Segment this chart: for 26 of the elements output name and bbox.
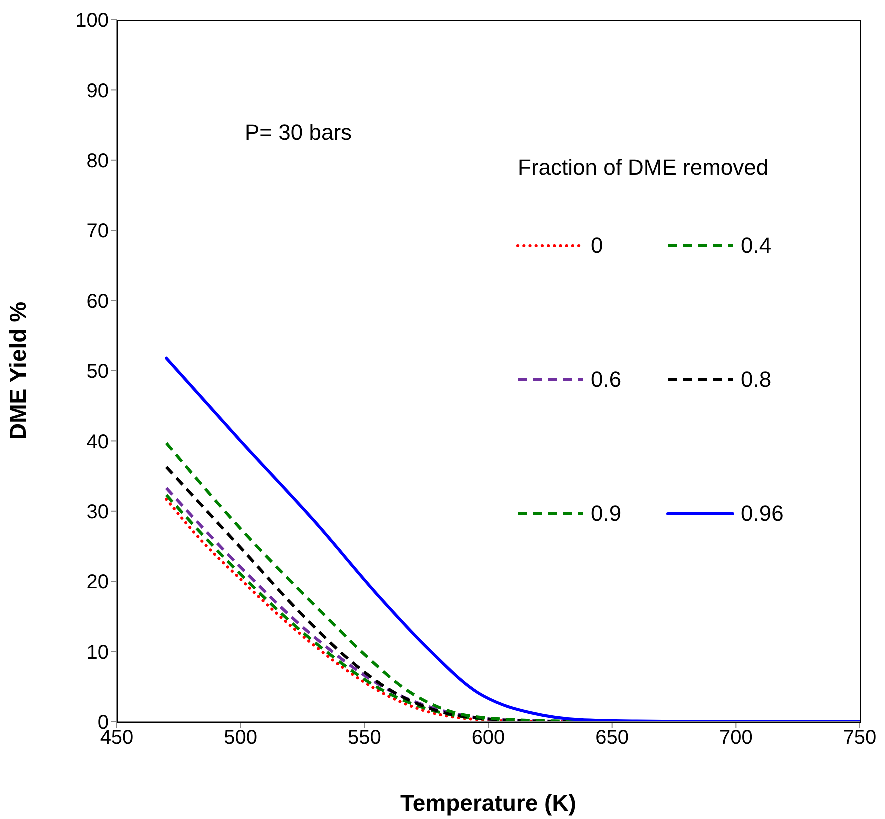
legend-title: Fraction of DME removed [518, 155, 770, 181]
x-tick-label: 500 [224, 727, 258, 750]
y-axis-title: DME Yield % [5, 302, 32, 440]
y-tick-label: 70 [86, 220, 109, 243]
y-tick-label: 40 [86, 431, 109, 454]
x-tick-label: 550 [348, 727, 382, 750]
x-tick-label: 700 [719, 727, 753, 750]
y-tick-label: 100 [76, 10, 109, 32]
y-tick-label: 90 [86, 80, 109, 102]
legend-label: 0.8 [741, 367, 772, 393]
y-tick-label: 30 [86, 502, 109, 524]
annotation: P= 30 bars [245, 120, 352, 146]
x-tick-label: 650 [596, 727, 630, 750]
legend-label: 0.6 [591, 367, 622, 393]
legend-label: 0.9 [591, 501, 622, 527]
y-tick-label: 50 [86, 361, 109, 384]
x-tick-label: 600 [472, 727, 506, 750]
y-tick-label: 10 [86, 642, 109, 664]
x-axis-title: Temperature (K) [400, 790, 576, 816]
y-tick-label: 60 [86, 290, 109, 313]
x-tick-label: 750 [843, 727, 877, 750]
legend-label: 0.4 [741, 233, 772, 259]
legend-label: 0.96 [741, 501, 784, 527]
y-tick-label: 80 [86, 150, 109, 172]
legend-label: 0 [591, 233, 604, 259]
y-tick-label: 20 [86, 572, 109, 594]
